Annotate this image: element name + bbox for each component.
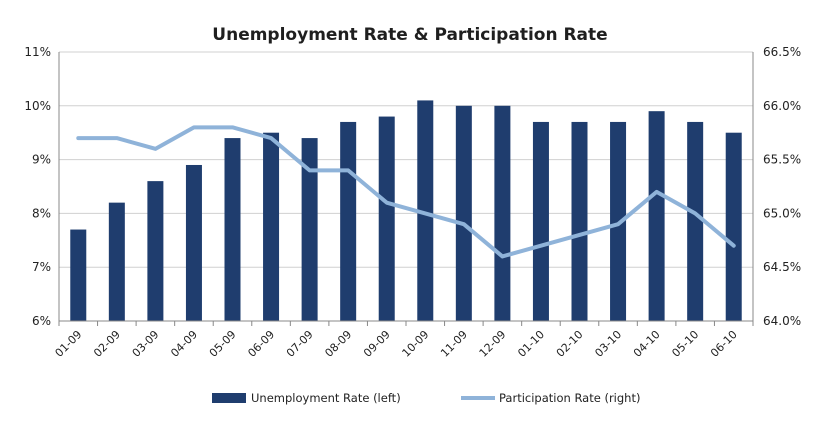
line-point-02-10 <box>579 234 580 236</box>
bar-09-09 <box>378 116 395 321</box>
right-tick-label-4: 66.0% <box>763 99 801 113</box>
line-point-11-09 <box>463 223 465 225</box>
line-point-01-09 <box>77 137 79 139</box>
bar-02-10 <box>571 121 588 321</box>
bar-series-unemployment <box>70 100 742 322</box>
legend-label-unemployment: Unemployment Rate (left) <box>251 391 401 405</box>
x-tick-label-01-09: 01-09 <box>53 328 85 360</box>
x-tick-label-04-09: 04-09 <box>168 328 200 360</box>
left-tick-label-2: 8% <box>32 206 51 220</box>
line-point-03-09 <box>154 148 156 150</box>
x-tick-label-02-09: 02-09 <box>91 328 123 360</box>
participation-rate-line <box>76 125 736 259</box>
line-series-participation <box>76 125 736 259</box>
line-point-06-10 <box>733 245 735 247</box>
x-tick-label-04-10: 04-10 <box>631 328 663 360</box>
bar-06-10 <box>725 132 742 321</box>
bar-05-09 <box>224 138 241 321</box>
bar-05-10 <box>687 121 704 321</box>
legend-label-participation: Participation Rate (right) <box>499 391 640 405</box>
bar-01-09 <box>70 229 87 321</box>
bar-07-09 <box>301 138 318 321</box>
line-point-08-09 <box>347 169 349 171</box>
line-point-07-09 <box>309 169 311 171</box>
x-tick-label-12-09: 12-09 <box>477 328 509 360</box>
axes <box>58 52 754 326</box>
line-point-09-09 <box>386 202 388 204</box>
x-tick-label-08-09: 08-09 <box>322 328 354 360</box>
x-tick-label-06-09: 06-09 <box>245 328 277 360</box>
right-tick-label-5: 66.5% <box>763 45 801 59</box>
bar-11-09 <box>455 105 472 321</box>
left-tick-label-0: 6% <box>32 314 51 328</box>
line-point-10-09 <box>424 212 426 214</box>
left-tick-label-1: 7% <box>32 260 51 274</box>
left-axis-ticks: 6% 7% 8% 9% 10% 11% <box>24 45 51 328</box>
right-tick-label-1: 64.5% <box>763 260 801 274</box>
right-tick-label-3: 65.5% <box>763 153 801 167</box>
bar-08-09 <box>340 121 357 321</box>
line-point-01-10 <box>540 245 542 247</box>
chart-title: Unemployment Rate & Participation Rate <box>212 25 607 45</box>
x-tick-label-09-09: 09-09 <box>361 328 393 360</box>
legend: Unemployment Rate (left) Participation R… <box>212 391 640 405</box>
x-tick-label-06-10: 06-10 <box>708 328 740 360</box>
bar-02-09 <box>108 202 125 321</box>
x-tick-label-03-10: 03-10 <box>592 328 624 360</box>
legend-swatch-unemployment <box>212 393 246 403</box>
x-tick-label-11-09: 11-09 <box>438 328 470 360</box>
x-tick-label-01-10: 01-10 <box>515 328 547 360</box>
line-point-05-09 <box>232 126 233 128</box>
bar-03-10 <box>610 121 627 321</box>
line-point-06-09 <box>270 137 272 139</box>
line-point-03-10 <box>617 223 619 225</box>
x-tick-label-02-10: 02-10 <box>554 328 586 360</box>
left-tick-label-4: 10% <box>24 99 51 113</box>
bar-10-09 <box>417 100 434 321</box>
right-tick-label-0: 64.0% <box>763 314 801 328</box>
x-tick-label-07-09: 07-09 <box>284 328 316 360</box>
x-tick-label-05-10: 05-10 <box>669 328 701 360</box>
bar-06-09 <box>263 132 280 321</box>
x-tick-label-10-09: 10-09 <box>400 328 432 360</box>
right-tick-label-2: 65.0% <box>763 206 801 220</box>
line-point-12-09 <box>501 255 503 257</box>
line-point-02-09 <box>116 137 118 139</box>
bar-04-10 <box>648 111 665 322</box>
bar-12-09 <box>494 105 511 321</box>
x-tick-label-05-09: 05-09 <box>207 328 239 360</box>
line-point-04-10 <box>656 191 658 193</box>
left-tick-label-3: 9% <box>32 153 51 167</box>
line-point-05-10 <box>694 212 696 214</box>
bar-03-09 <box>147 181 164 321</box>
bar-04-09 <box>185 164 202 321</box>
x-tick-label-03-09: 03-09 <box>130 328 162 360</box>
x-axis-ticks: 01-09 02-09 03-09 04-09 05-09 06-09 07-09 08-09… <box>53 328 740 360</box>
line-point-04-09 <box>193 126 195 128</box>
bar-01-10 <box>532 121 549 321</box>
left-tick-label-5: 11% <box>24 45 51 59</box>
right-axis-ticks: 64.0% 64.5% 65.0% 65.5% 66.0% 66.5% <box>763 45 801 328</box>
